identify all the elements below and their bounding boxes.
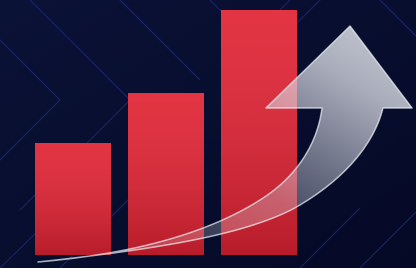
illustration [0, 0, 416, 268]
page: {"chart_data": {"type": "bar", "values":… [0, 0, 416, 268]
bar-shade [35, 143, 111, 255]
bar-shade [128, 93, 204, 255]
